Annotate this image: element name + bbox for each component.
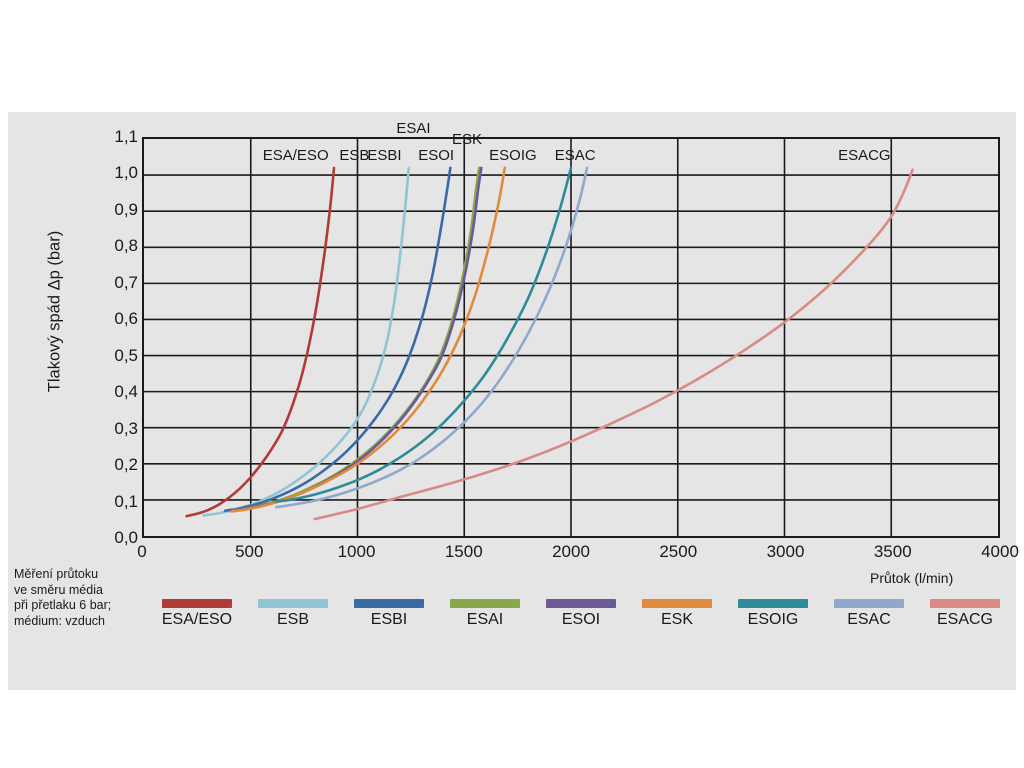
legend-swatch bbox=[258, 599, 328, 608]
x-axis-ticks: 0 500 1000 1500 2000 2500 3000 3500 4000 bbox=[137, 542, 1019, 566]
legend-item-esai[interactable]: ESAI bbox=[436, 599, 534, 629]
y-tick-label: 0,3 bbox=[114, 418, 138, 438]
legend-swatch bbox=[738, 599, 808, 608]
legend-label: ESOIG bbox=[747, 611, 799, 628]
y-tick-label: 0,8 bbox=[114, 236, 138, 256]
y-tick-label: 0,6 bbox=[114, 309, 138, 329]
x-tick-label: 3500 bbox=[873, 542, 912, 561]
legend-label: ESK bbox=[660, 611, 693, 628]
plot-area bbox=[142, 137, 1000, 538]
y-tick-label: 0,5 bbox=[114, 345, 138, 365]
curve-esk bbox=[232, 168, 505, 512]
curve-label-esoig: ESOIG bbox=[489, 147, 537, 165]
legend-item-esb[interactable]: ESB bbox=[244, 599, 342, 629]
curve-label-esoi: ESOI bbox=[418, 147, 455, 165]
note-line: médium: vzduch bbox=[14, 613, 106, 628]
legend-swatch bbox=[930, 599, 1000, 608]
legend-item-esbi[interactable]: ESBI bbox=[340, 599, 438, 629]
y-tick-label: 0,4 bbox=[114, 382, 138, 402]
curve-esac bbox=[276, 168, 587, 507]
legend-swatch bbox=[450, 599, 520, 608]
legend-item-esk[interactable]: ESK bbox=[628, 599, 726, 629]
curve-label-esb: ESB bbox=[339, 147, 370, 165]
legend-item-esacg[interactable]: ESACG bbox=[916, 599, 1014, 629]
legend-label: ESA/ESO bbox=[161, 611, 233, 628]
legend-swatch bbox=[546, 599, 616, 608]
legend-swatch bbox=[354, 599, 424, 608]
flow-pressure-drop-chart: Tlakový spád Δp (bar) 0,0 0,1 0,2 0,3 0,4 0,5… bbox=[8, 112, 1019, 690]
y-tick-label: 1,0 bbox=[114, 163, 138, 183]
curve-esacg bbox=[315, 170, 913, 519]
legend-label: ESAC bbox=[847, 611, 891, 628]
legend-swatch bbox=[642, 599, 712, 608]
y-axis-ticks: 0,0 0,1 0,2 0,3 0,4 0,5 0,6 0,7 0,8 0,9 1,0 1,1 bbox=[92, 127, 138, 547]
note-line: Měření průtoku bbox=[14, 567, 99, 581]
curve-label-esk: ESK bbox=[451, 130, 482, 148]
chart-legend: ESA/ESO ESB ESBI ESAI ESOI ESK ESOIG ESAC ESACG bbox=[148, 599, 1013, 644]
note-line: ve směru média bbox=[14, 582, 103, 597]
note-line: při přetlaku 6 bar; bbox=[14, 598, 112, 612]
x-tick-label: 500 bbox=[235, 542, 264, 561]
curve-esb bbox=[204, 168, 409, 516]
legend-label: ESB bbox=[276, 611, 309, 628]
curve-label-esa-eso: ESA/ESO bbox=[262, 147, 329, 165]
measurement-note: Měření průtoku ve směru média při přetlaku… bbox=[14, 567, 144, 629]
curve-label-esbi: ESBI bbox=[367, 147, 402, 165]
legend-label: ESBI bbox=[370, 611, 408, 628]
x-tick-label: 3000 bbox=[766, 542, 805, 561]
curve-label-esac: ESAC bbox=[554, 147, 596, 165]
x-tick-label: 1000 bbox=[337, 542, 376, 561]
curve-esoig bbox=[276, 168, 571, 502]
curve-esbi bbox=[225, 168, 450, 511]
y-tick-label: 0,7 bbox=[114, 272, 138, 292]
legend-label: ESACG bbox=[936, 611, 993, 628]
x-tick-label: 1500 bbox=[444, 542, 483, 561]
legend-item-esoig[interactable]: ESOIG bbox=[724, 599, 822, 629]
legend-label: ESOI bbox=[561, 611, 601, 628]
y-tick-label: 0,2 bbox=[114, 455, 138, 475]
legend-swatch bbox=[834, 599, 904, 608]
x-tick-label: 4000 bbox=[981, 542, 1019, 561]
grid-lines bbox=[144, 139, 998, 536]
x-tick-label: 2500 bbox=[659, 542, 698, 561]
x-tick-label: 0 bbox=[137, 542, 147, 561]
x-axis-title: Průtok (l/min) bbox=[870, 570, 954, 586]
y-axis-title: Tlakový spád Δp (bar) bbox=[45, 230, 64, 393]
x-tick-label: 2000 bbox=[552, 542, 590, 561]
y-tick-label: 0,9 bbox=[114, 199, 138, 219]
curve-label-esacg: ESACG bbox=[838, 147, 891, 165]
curve-esa-eso bbox=[187, 168, 334, 516]
y-tick-label: 0,1 bbox=[114, 491, 138, 511]
y-tick-label: 0,0 bbox=[114, 528, 138, 547]
legend-item-esa-eso[interactable]: ESA/ESO bbox=[148, 599, 246, 629]
curve-label-esai: ESAI bbox=[396, 120, 431, 137]
legend-item-esac[interactable]: ESAC bbox=[820, 599, 918, 629]
curve-lines bbox=[144, 139, 998, 536]
legend-item-esoi[interactable]: ESOI bbox=[532, 599, 630, 629]
legend-swatch bbox=[162, 599, 232, 608]
chart-panel: Tlakový spád Δp (bar) 0,0 0,1 0,2 0,3 0,4 0,5… bbox=[8, 112, 1019, 690]
y-tick-label: 1,1 bbox=[114, 127, 138, 146]
legend-label: ESAI bbox=[466, 611, 504, 628]
